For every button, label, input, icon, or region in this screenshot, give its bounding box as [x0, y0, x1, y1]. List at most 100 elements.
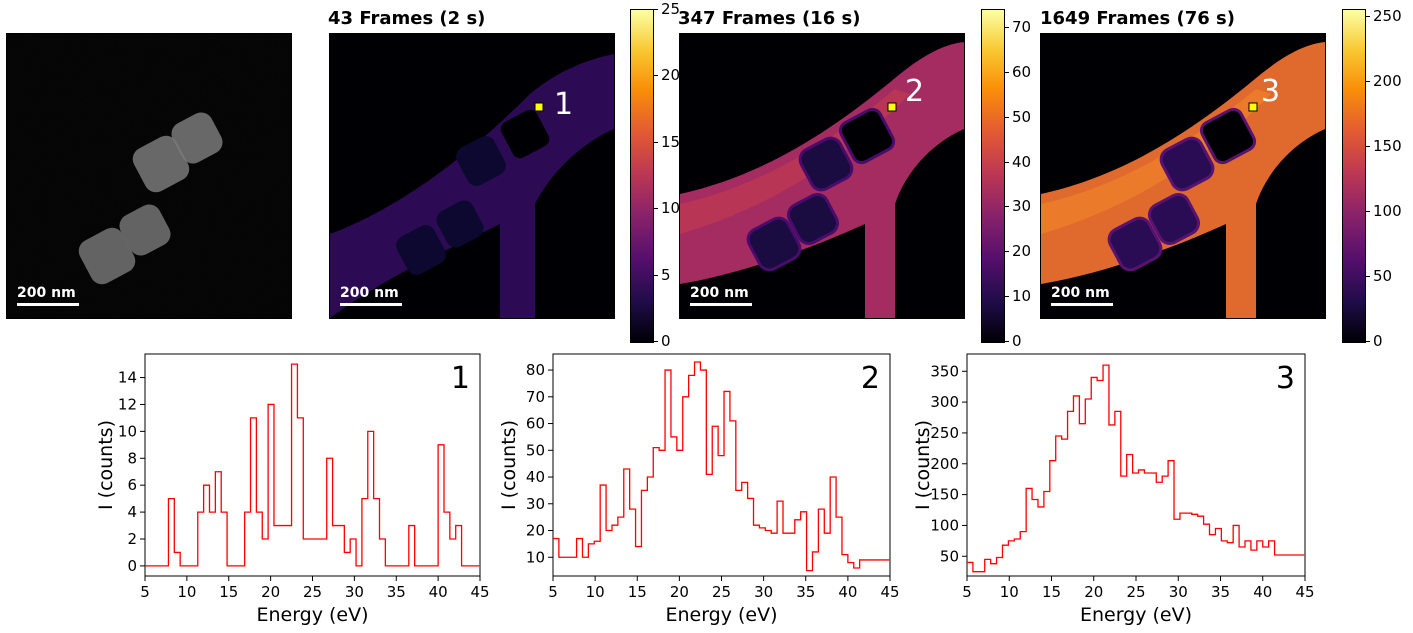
colorbar-tick: [1365, 210, 1370, 212]
scalebar-line: [1051, 303, 1113, 306]
colorbar-tick-label: 70: [1012, 17, 1032, 36]
x-tick-label: 5: [962, 583, 972, 601]
y-axis-label: I (counts): [95, 420, 117, 510]
colorbar-tick-label: 0: [1012, 332, 1022, 350]
y-tick-label: 2: [127, 530, 137, 548]
x-tick-label: 25: [303, 583, 322, 601]
scalebar-line: [690, 303, 752, 306]
x-tick-label: 40: [429, 583, 448, 601]
x-tick-label: 5: [140, 583, 150, 601]
scalebar: 200 nm: [340, 285, 402, 306]
spectrum-chart-3: 5 10 15 20 25 30 35 40 45 50 100 150 200 250 300 350 Ene…: [912, 353, 1315, 626]
x-tick-label: 25: [712, 583, 731, 601]
scalebar-label: 200 nm: [340, 285, 399, 301]
marker-label: 3: [1261, 74, 1280, 109]
colorbar-tick: [1004, 71, 1009, 73]
x-tick-label: 35: [1211, 583, 1230, 601]
y-tick-label: 250: [930, 424, 959, 442]
x-tick-label: 40: [1253, 583, 1272, 601]
map-title: 43 Frames (2 s): [328, 8, 486, 29]
colorbar-tick: [1004, 296, 1009, 298]
x-tick-label: 30: [1169, 583, 1188, 601]
colorbar-tick-label: 0: [1373, 332, 1383, 350]
y-tick-label: 12: [118, 395, 137, 413]
x-axis-label: Energy (eV): [1080, 604, 1192, 626]
panel-label: 1: [451, 361, 470, 396]
y-tick-label: 300: [930, 393, 959, 411]
colorbar-tick-label: 150: [1373, 136, 1402, 155]
x-tick-label: 35: [387, 583, 406, 601]
colorbar-tick-label: 0: [661, 332, 671, 350]
colorbar-tick: [1004, 206, 1009, 208]
colorbar-tick: [653, 9, 658, 10]
map-svg: 3: [1041, 34, 1325, 318]
colorbar-gradient: [1342, 9, 1366, 343]
colorbar-gradient: [630, 9, 654, 343]
x-tick-label: 10: [586, 583, 605, 601]
colorbar-tick: [653, 341, 658, 342]
map-image: 2 200 nm: [679, 33, 965, 319]
colorbar-tick: [1004, 341, 1009, 342]
y-axis-label: I (counts): [498, 420, 520, 510]
colorbar-tick-label: 40: [1012, 152, 1032, 171]
y-tick-label: 70: [526, 388, 545, 406]
region-marker: [1248, 102, 1258, 112]
y-tick-label: 8: [127, 449, 137, 467]
y-tick-label: 10: [118, 422, 137, 440]
y-tick-label: 30: [526, 495, 545, 513]
y-tick-label: 6: [127, 476, 137, 494]
scalebar-label: 200 nm: [1051, 285, 1110, 301]
colorbar-tick: [1004, 116, 1009, 118]
spectrum-series-line: [553, 361, 890, 572]
y-axis-label: I (counts): [912, 420, 934, 510]
region-marker: [534, 102, 544, 112]
colorbar-tick-label: 60: [1012, 62, 1032, 81]
marker-label: 2: [905, 74, 924, 109]
x-tick-label: 30: [345, 583, 364, 601]
colorbar-tick-label: 10: [661, 199, 681, 218]
x-tick-label: 40: [838, 583, 857, 601]
x-tick-label: 10: [177, 583, 196, 601]
x-axis-label: Energy (eV): [256, 604, 368, 626]
x-axis-label: Energy (eV): [665, 604, 777, 626]
colorbar-tick-label: 20: [661, 66, 681, 85]
colorbar-tick-label: 15: [661, 132, 681, 151]
y-tick-label: 80: [526, 361, 545, 379]
colorbar-tick: [653, 75, 658, 77]
nanocube-particles: [78, 112, 223, 285]
x-tick-label: 45: [470, 583, 489, 601]
y-tick-label: 14: [118, 369, 137, 387]
colorbar-tick: [653, 141, 658, 143]
spectrum-series-line: [967, 364, 1305, 573]
haadf-svg: [7, 34, 291, 318]
plot-frame: [552, 353, 891, 577]
x-tick-label: 35: [796, 583, 815, 601]
x-tick-label: 20: [261, 583, 280, 601]
y-tick-label: 4: [127, 503, 137, 521]
map-title: 1649 Frames (76 s): [1040, 8, 1235, 29]
y-tick-label: 60: [526, 415, 545, 433]
colorbar-tick-label: 50: [1373, 266, 1393, 285]
y-tick-label: 10: [526, 548, 545, 566]
colorbar-tick: [1004, 26, 1009, 28]
colorbar-tick-label: 25: [661, 0, 681, 18]
spectrum-chart-1: 5 10 15 20 25 30 35 40 45 0 2 4 6 8 10 12 14 Energy (eV) I…: [95, 353, 490, 626]
map-title: 347 Frames (16 s): [678, 8, 861, 29]
spectrum-series-line: [145, 363, 480, 567]
colorbar-tick: [1365, 341, 1370, 342]
colorbar-tick-label: 250: [1373, 6, 1402, 25]
x-tick-label: 5: [548, 583, 558, 601]
region-marker: [887, 102, 897, 112]
colorbar-tick: [1365, 275, 1370, 277]
x-tick-label: 30: [754, 583, 773, 601]
colorbar-tick-label: 200: [1373, 71, 1402, 90]
colorbar-tick: [1004, 251, 1009, 253]
plot-frame: [966, 353, 1306, 577]
haadf-image: 200 nm: [6, 33, 292, 319]
x-tick-label: 20: [670, 583, 689, 601]
scalebar: 200 nm: [690, 285, 752, 306]
colorbar-tick: [1004, 161, 1009, 163]
scalebar-line: [17, 303, 79, 306]
x-tick-label: 25: [1126, 583, 1145, 601]
colorbar-tick: [653, 274, 658, 276]
